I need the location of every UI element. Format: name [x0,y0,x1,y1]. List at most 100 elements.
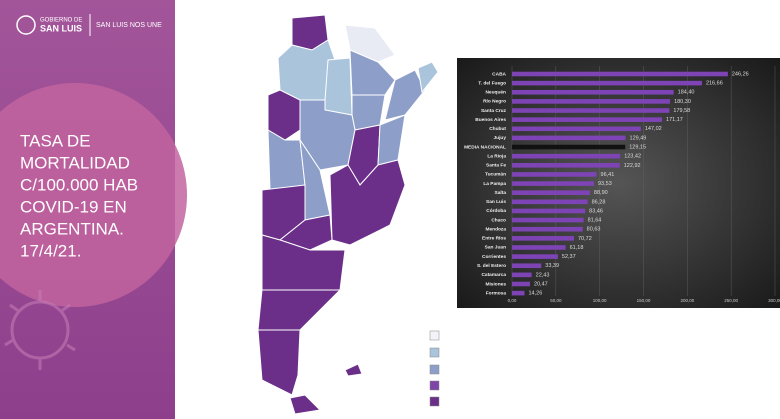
islands [344,363,363,377]
x-tick-label: 300,00 [768,298,780,303]
y-tick-label: Entre Ríos [482,236,506,242]
bar [512,71,728,77]
province [349,49,396,96]
value-label: 88,90 [594,190,608,196]
value-label: 123,42 [624,154,641,160]
org-line: GOBIERNO DE [40,18,82,24]
bar [512,135,626,141]
value-label: 14,26 [529,291,543,297]
bar [512,117,663,122]
y-tick-label: Neuquén [485,90,506,96]
y-tick-label: Chubut [489,126,506,132]
bar [512,272,532,278]
bar [512,80,702,86]
x-tick-label: 0,00 [508,298,517,303]
title-line: MORTALIDAD [20,153,130,172]
map [257,14,439,415]
legend-swatch [429,380,440,391]
province [329,159,406,246]
province [324,57,353,116]
province [289,394,322,415]
value-label: 246,26 [732,71,749,77]
bar [512,190,590,195]
title-line: C/100.000 HAB [20,175,138,194]
value-label: 52,37 [562,254,576,260]
bar [512,126,641,132]
y-tick-label: La Pampa [483,181,506,187]
title-line: ARGENTINA. [20,219,124,238]
value-label: 122,92 [624,163,641,169]
virus-icon [4,290,76,370]
value-label: 179,58 [673,108,690,114]
value-label: 180,30 [674,99,691,105]
value-label: 129,49 [630,135,647,141]
province [377,114,406,166]
legend-swatch [429,364,440,375]
bar [512,254,558,259]
map-legend [429,330,440,407]
y-tick-label: Jujuy [493,135,506,141]
province [257,329,301,396]
slogan: SAN LUIS NOS UNE [96,22,162,29]
bar [512,163,620,168]
province [384,69,426,121]
bar [512,208,586,214]
legend-swatch [429,396,440,407]
y-tick-label: Tucumán [485,172,506,178]
bar [512,290,525,296]
y-tick-label: Misiones [485,281,506,287]
y-tick-label: Corrientes [482,254,506,260]
value-label: 184,40 [678,90,695,96]
y-tick-label: San Luis [486,199,506,205]
province [257,289,342,331]
legend-swatch [429,347,440,358]
value-label: 86,28 [592,199,606,205]
bar [512,89,674,95]
logo-emblem [16,15,36,35]
x-tick-label: 50,00 [550,298,562,303]
bar [512,99,671,104]
org-line: SAN LUIS [40,23,82,33]
bar [512,144,626,150]
y-tick-label: Catamarca [481,272,506,278]
value-label: 70,72 [578,236,592,242]
y-tick-label: Chaco [491,217,506,223]
bar [512,199,588,205]
value-label: 22,43 [536,272,550,278]
y-tick-label: Santa Fe [486,163,506,169]
title-line: 17/4/21. [20,241,81,260]
y-tick-label: S. del Estero [477,263,506,269]
title-line: TASA DE [20,131,91,150]
y-tick-label: MEDIA NACIONAL [464,144,506,150]
bar [512,108,670,113]
y-tick-label: Buenos Aires [475,117,506,123]
x-tick-label: 200,00 [680,298,694,303]
value-label: 216,66 [706,81,723,87]
value-label: 129,15 [629,144,646,150]
bar [512,226,583,232]
value-label: 20,47 [534,281,548,287]
y-tick-label: Salta [495,190,507,196]
y-tick-label: Córdoba [486,208,506,214]
value-label: 83,46 [589,208,603,214]
slide-title: TASA DE MORTALIDAD C/100.000 HAB COVID-19 E… [20,131,138,260]
y-tick-label: Santa Cruz [481,108,507,114]
bar-chart: 0,00 50,00 100,00 150,00 200,00 250,00 300,00 C… [464,66,780,303]
bar [512,172,597,177]
x-tick-label: 250,00 [724,298,738,303]
title-circle [0,83,187,307]
y-tick-label: T. del Fuego [478,80,506,86]
value-label: 80,63 [587,227,601,233]
bar [512,281,530,287]
y-tick-label: Río Negro [483,99,506,105]
x-tick-label: 150,00 [637,298,651,303]
y-tick-label: Mendoza [485,226,506,232]
y-tick-label: CABA [492,71,506,77]
title-line: COVID-19 EN [20,197,127,216]
y-tick-label: Formosa [486,290,507,296]
province [278,214,333,251]
y-tick-label: San Juan [485,245,506,251]
bar [512,153,621,159]
